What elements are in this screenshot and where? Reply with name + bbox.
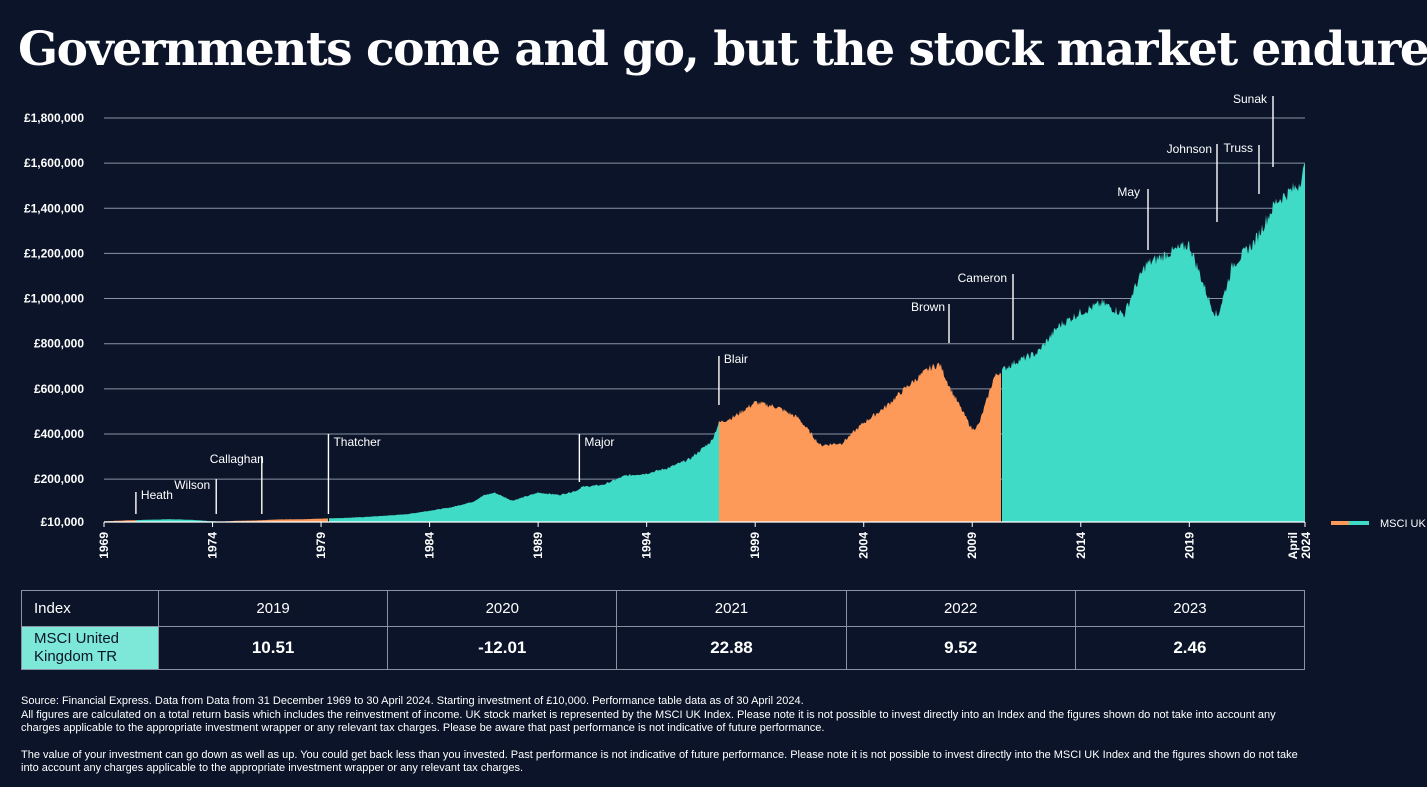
x-tick-label: 1984 — [423, 532, 437, 559]
x-tick-label: 1999 — [748, 532, 762, 559]
pm-label: Heath — [141, 488, 173, 502]
legend-swatch-labour — [1331, 521, 1349, 525]
y-tick-label: £10,000 — [41, 515, 85, 529]
x-tick-label: 1974 — [206, 532, 220, 559]
legend-label: MSCI UK — [1380, 518, 1427, 530]
y-tick-label: £1,000,000 — [24, 292, 84, 306]
y-tick-label: £200,000 — [34, 472, 84, 486]
table-header-row: Index 2019 2020 2021 2022 2023 — [21, 590, 1306, 627]
x-tick-label: April2024 — [1286, 532, 1313, 560]
footnote-return-basis: All figures are calculated on a total re… — [21, 708, 1276, 735]
pm-label: May — [1117, 185, 1140, 199]
table-row: MSCI United Kingdom TR 10.51 -12.01 22.8… — [21, 626, 1306, 670]
footnote-source: Source: Financial Express. Data from Dat… — [21, 695, 804, 707]
legend: MSCI UK — [1331, 518, 1427, 530]
table-header-2023: 2023 — [1074, 590, 1306, 627]
x-tick-label-part: 2024 — [1299, 532, 1313, 559]
pm-label: Johnson — [1167, 142, 1212, 156]
area-conservative-5 — [1002, 162, 1305, 523]
grid-lines — [104, 117, 1305, 480]
x-tick-label: 1994 — [640, 532, 654, 559]
x-tick-label-part: April — [1286, 532, 1300, 559]
pm-label: Thatcher — [333, 435, 380, 449]
pm-label: Brown — [911, 300, 945, 314]
x-tick-label: 2004 — [857, 532, 871, 559]
table-header-2019: 2019 — [157, 590, 389, 627]
pm-label: Wilson — [174, 478, 210, 492]
area-conservative-1 — [136, 519, 216, 522]
table-header-2021: 2021 — [616, 590, 847, 627]
area-labour-4 — [719, 362, 1001, 522]
legend-swatch-conservative — [1349, 521, 1369, 525]
area-conservative-3 — [329, 420, 719, 522]
table-cell-2021: 22.88 — [616, 626, 847, 670]
footnotes: Source: Financial Express. Data from Dat… — [21, 695, 1311, 776]
y-tick-label: £400,000 — [34, 427, 84, 441]
performance-chart: £10,000 £200,000 £400,000 £600,000 £800,000 £… — [24, 92, 1427, 559]
pm-label: Callaghan — [210, 452, 264, 466]
area-labour-2 — [217, 518, 328, 522]
table-cell-2019: 10.51 — [157, 626, 389, 670]
pm-label: Major — [584, 435, 614, 449]
performance-table: Index 2019 2020 2021 2022 2023 MSCI Unit… — [21, 590, 1306, 670]
pm-label: Truss — [1223, 141, 1253, 155]
y-tick-label: £1,800,000 — [24, 111, 84, 125]
y-tick-label: £600,000 — [34, 382, 84, 396]
pm-label: Blair — [724, 352, 748, 366]
x-tick-label: 2009 — [965, 532, 979, 559]
footnote-risk-warning: The value of your investment can go down… — [21, 748, 1298, 775]
y-tick-label: £1,400,000 — [24, 201, 84, 215]
x-tick-label: 2019 — [1182, 532, 1196, 559]
x-tick-label: 1989 — [531, 532, 545, 559]
pm-label: Sunak — [1233, 92, 1268, 106]
x-tick-label: 1979 — [314, 532, 328, 559]
y-tick-label: £1,600,000 — [24, 156, 84, 170]
area-series — [104, 162, 1305, 523]
x-tick-label: 1969 — [97, 532, 111, 559]
table-cell-2022: 9.52 — [845, 626, 1076, 670]
table-cell-index-name: MSCI United Kingdom TR — [21, 626, 159, 670]
y-tick-label: £1,200,000 — [24, 246, 84, 260]
axes: £10,000 £200,000 £400,000 £600,000 £800,000 £… — [24, 111, 1313, 559]
table-cell-2020: -12.01 — [387, 626, 618, 670]
x-tick-label: 2014 — [1074, 532, 1088, 559]
page-title: Governments come and go, but the stock m… — [18, 22, 1427, 77]
table-header-2020: 2020 — [387, 590, 618, 627]
y-tick-label: £800,000 — [34, 337, 84, 351]
table-cell-2023: 2.46 — [1074, 626, 1306, 670]
table-header-index: Index — [21, 590, 159, 627]
table-header-2022: 2022 — [845, 590, 1076, 627]
pm-label: Cameron — [958, 271, 1007, 285]
